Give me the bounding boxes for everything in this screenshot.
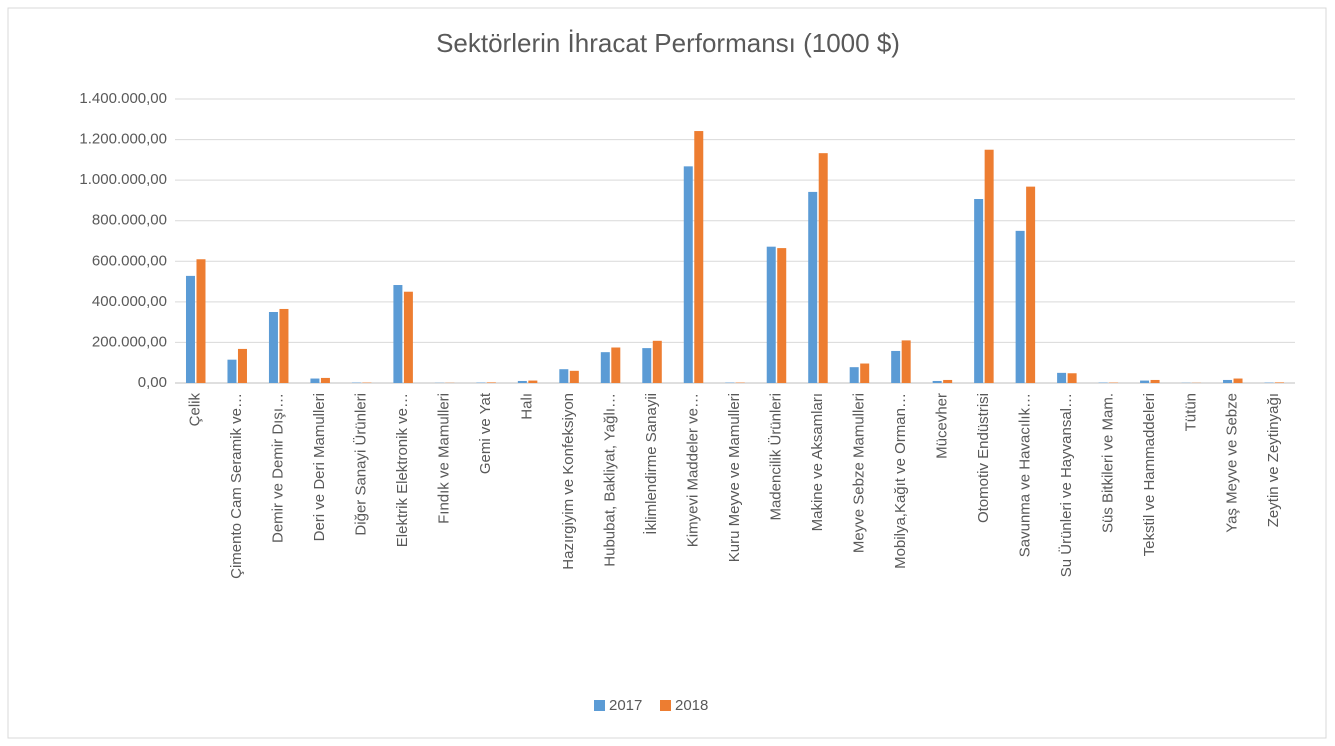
bar xyxy=(984,149,994,383)
y-tick-label: 800.000,00 xyxy=(92,212,167,229)
y-tick-label: 1.200.000,00 xyxy=(79,131,167,148)
bar xyxy=(1140,380,1150,383)
legend-swatch xyxy=(660,700,671,711)
x-tick-label: Tekstil ve Hammaddeleri xyxy=(1141,393,1158,556)
x-tick-label: Kimyevi Maddeler ve… xyxy=(684,393,701,547)
bar xyxy=(528,380,538,383)
bar xyxy=(1067,373,1077,383)
x-tick-label: Savunma ve Havacılık… xyxy=(1016,393,1033,557)
x-tick-label: Otomotiv Endüstrisi xyxy=(975,393,992,523)
bar xyxy=(486,382,496,383)
bar xyxy=(559,369,569,383)
bar xyxy=(901,340,911,383)
x-tick-label: Süs Bitkileri ve Mam. xyxy=(1099,393,1116,533)
y-tick-label: 200.000,00 xyxy=(92,333,167,350)
bar xyxy=(652,340,662,383)
bar xyxy=(777,248,787,383)
x-tick-label: Zeytin ve Zeytinyağı xyxy=(1265,393,1282,527)
x-tick-label: Kuru Meyve ve Mamulleri xyxy=(726,393,743,562)
x-tick-label: Hazırgiyim ve Konfeksiyon xyxy=(560,393,577,570)
bar xyxy=(1026,186,1036,383)
x-tick-label: Çelik xyxy=(187,393,204,427)
bar xyxy=(642,348,652,383)
legend-swatch xyxy=(594,700,605,711)
bar xyxy=(891,350,901,383)
bar xyxy=(569,370,579,383)
y-tick-label: 1.000.000,00 xyxy=(79,171,167,188)
bar xyxy=(766,246,776,383)
x-tick-label: Hububat, Bakliyat, Yağlı… xyxy=(602,393,619,567)
y-tick-label: 0,00 xyxy=(138,374,167,391)
chart-border xyxy=(7,7,1327,739)
x-tick-label: Meyve Sebze Mamulleri xyxy=(850,393,867,553)
bar xyxy=(849,367,859,383)
legend-label: 2017 xyxy=(609,697,642,714)
bar xyxy=(237,348,247,383)
bar xyxy=(611,347,621,383)
bar xyxy=(310,378,320,383)
bar xyxy=(320,377,330,383)
bar xyxy=(1275,382,1285,383)
x-tick-label: Makine ve Aksamları xyxy=(809,393,826,531)
bar xyxy=(227,359,237,383)
bar xyxy=(268,312,278,383)
bar xyxy=(517,380,527,383)
bar xyxy=(403,291,413,383)
x-tick-label: Diğer Sanayi Ürünleri xyxy=(352,393,370,536)
bar xyxy=(1233,378,1243,383)
x-tick-label: Gemi ve Yat xyxy=(477,392,494,474)
x-tick-label: Deri ve Deri Mamulleri xyxy=(311,393,328,541)
x-tick-label: İklimlendirme Sanayii xyxy=(642,393,660,535)
bar xyxy=(943,379,953,383)
y-tick-label: 600.000,00 xyxy=(92,252,167,269)
bar xyxy=(932,380,942,383)
bar xyxy=(279,308,289,383)
x-tick-label: Elektrik Elektronik ve… xyxy=(394,393,411,547)
legend-label: 2018 xyxy=(675,697,708,714)
bar xyxy=(600,352,610,383)
chart-title: Sektörlerin İhracat Performansı (1000 $) xyxy=(436,28,900,58)
bar xyxy=(818,153,828,383)
y-tick-label: 400.000,00 xyxy=(92,293,167,310)
bar xyxy=(1150,379,1160,383)
x-tick-label: Mobilya,Kağıt ve Orman… xyxy=(892,393,909,569)
x-tick-label: Çimento Cam Seramik ve… xyxy=(228,393,245,579)
bar xyxy=(1015,230,1025,383)
bar xyxy=(694,131,704,383)
bar xyxy=(683,166,693,383)
y-tick-label: 1.400.000,00 xyxy=(79,90,167,107)
bar xyxy=(860,363,870,383)
bar xyxy=(196,259,206,383)
bar xyxy=(808,191,818,383)
x-tick-label: Su Ürünleri ve Hayvansal… xyxy=(1057,393,1075,577)
bar xyxy=(1223,379,1233,383)
x-tick-label: Mücevher xyxy=(933,393,950,459)
bar xyxy=(393,285,403,383)
bar xyxy=(1057,372,1067,383)
x-tick-label: Fındık ve Mamulleri xyxy=(436,393,453,524)
bar xyxy=(974,199,984,383)
x-tick-label: Yaş Meyve ve Sebze xyxy=(1224,393,1241,533)
x-tick-label: Demir ve Demir Dışı… xyxy=(270,393,287,543)
x-tick-label: Tütün xyxy=(1182,393,1199,431)
bar xyxy=(185,275,195,383)
x-tick-label: Madencilik Ürünleri xyxy=(766,393,784,521)
x-tick-label: Halı xyxy=(519,393,536,420)
